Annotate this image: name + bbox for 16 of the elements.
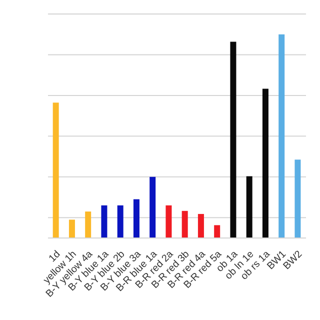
bar [166,205,172,238]
bar [101,205,108,238]
bar [85,212,92,238]
bar [214,225,220,238]
bar [246,176,252,238]
bar [278,34,285,238]
bar [52,102,59,238]
bar [133,199,140,238]
bar [262,88,268,238]
bar [294,160,301,238]
bar [68,220,75,238]
bar [150,176,156,238]
bar [198,214,204,238]
bar [230,42,236,238]
bar [182,210,188,238]
bar [117,205,124,238]
